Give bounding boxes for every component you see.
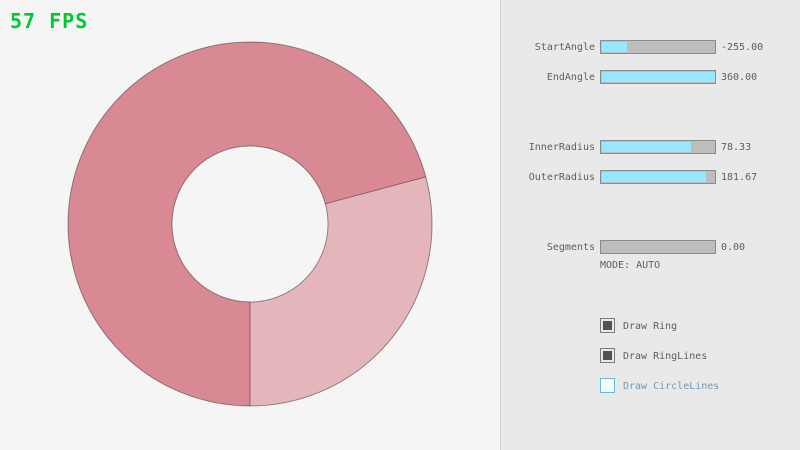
checkbox-draw-ringlines-box[interactable] — [600, 348, 615, 363]
slider-outerradius: OuterRadius 181.67 — [500, 170, 800, 184]
slider-endangle: EndAngle 360.00 — [500, 70, 800, 84]
slider-outerradius-label: OuterRadius — [528, 172, 595, 183]
slider-innerradius: InnerRadius 78.33 — [500, 140, 800, 154]
slider-outerradius-fill — [602, 172, 706, 182]
ring-outline-outer — [67, 41, 433, 407]
slider-segments-label: Segments — [546, 242, 595, 253]
ring-outline-inner — [171, 145, 329, 303]
slider-startangle: StartAngle -255.00 — [500, 40, 800, 54]
slider-innerradius-bar[interactable] — [600, 140, 716, 154]
slider-endangle-label: EndAngle — [546, 72, 595, 83]
slider-segments: Segments 0.00 — [500, 240, 800, 254]
checkbox-draw-circlelines[interactable]: Draw CircleLines — [600, 378, 790, 394]
slider-endangle-value: 360.00 — [721, 72, 758, 83]
checkbox-draw-ring[interactable]: Draw Ring — [600, 318, 790, 334]
fps-counter: 57 FPS — [10, 9, 89, 33]
ring-hole — [172, 146, 328, 302]
slider-innerradius-label: InnerRadius — [528, 142, 595, 153]
checkbox-draw-ringlines[interactable]: Draw RingLines — [600, 348, 790, 364]
slider-endangle-bar[interactable] — [600, 70, 716, 84]
ring-preview-canvas — [67, 41, 433, 407]
slider-outerradius-value: 181.67 — [721, 172, 758, 183]
checkbox-draw-ring-label: Draw Ring — [623, 321, 678, 332]
slider-startangle-value: -255.00 — [721, 42, 764, 53]
checkbox-draw-circlelines-label: Draw CircleLines — [623, 381, 720, 392]
ring-radial-line-start — [325, 176, 426, 205]
slider-startangle-fill — [602, 42, 628, 52]
slider-outerradius-bar[interactable] — [600, 170, 716, 184]
segments-mode-label: MODE: AUTO — [600, 260, 661, 271]
slider-segments-bar[interactable] — [600, 240, 716, 254]
checkbox-draw-ringlines-label: Draw RingLines — [623, 351, 708, 362]
slider-innerradius-fill — [602, 142, 691, 152]
slider-innerradius-value: 78.33 — [721, 142, 752, 153]
slider-startangle-label: StartAngle — [534, 42, 595, 53]
slider-startangle-bar[interactable] — [600, 40, 716, 54]
slider-endangle-fill — [602, 72, 715, 82]
slider-segments-value: 0.00 — [721, 242, 746, 253]
checkbox-draw-circlelines-box[interactable] — [600, 378, 615, 393]
checkbox-draw-ring-box[interactable] — [600, 318, 615, 333]
